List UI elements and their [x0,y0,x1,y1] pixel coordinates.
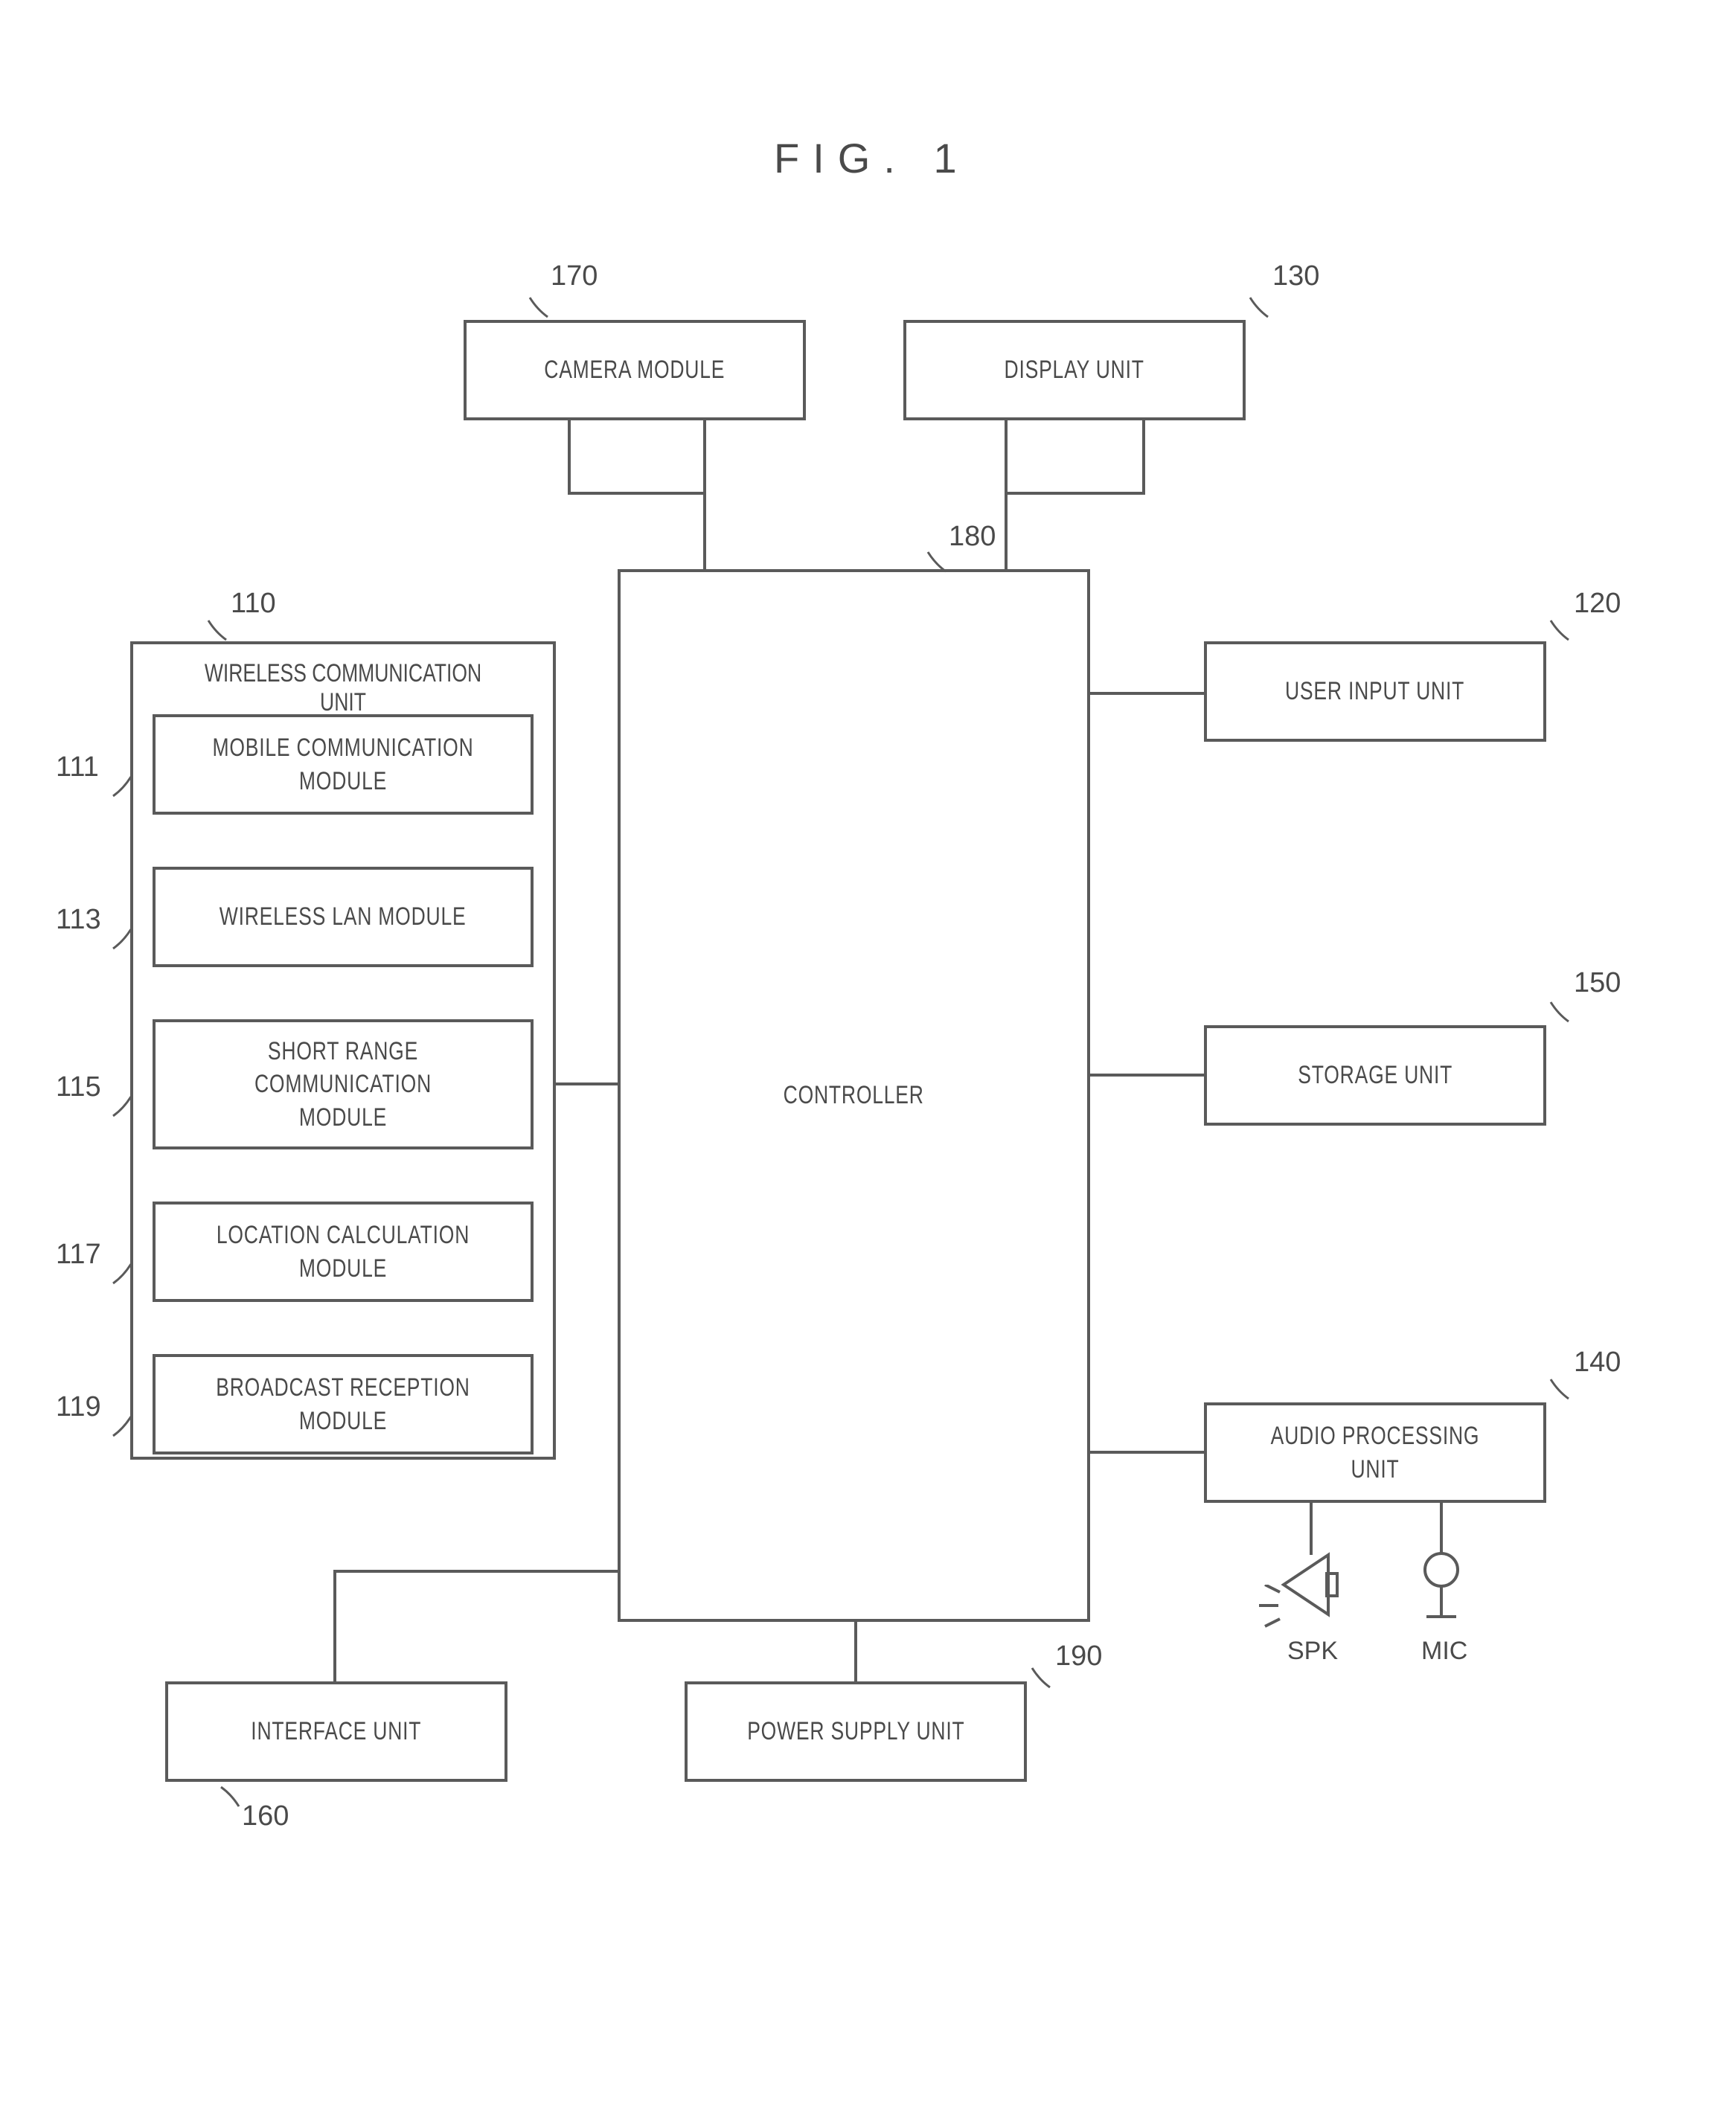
location-ref: 117 [56,1239,101,1271]
conn-audio-ctrl [1090,1451,1207,1454]
conn-camera-h [568,492,706,495]
wireless-ref: 110 [231,588,276,620]
conn-display-to-ctrl [1005,492,1008,572]
mobile-comm-ref-tick [110,775,132,798]
wlan-ref: 113 [56,904,101,936]
controller-ref-tick [926,551,949,573]
interface-ref-tick [218,1786,240,1808]
audio-ref-tick [1549,1378,1572,1400]
conn-audio-spk [1310,1503,1313,1555]
user-input-label: USER INPUT UNIT [1280,675,1471,708]
conn-ctrl-power [854,1622,857,1684]
conn-ctrl-interface-v [333,1570,336,1684]
mobile-comm-label: MOBILE COMMUNICATION MODULE [196,731,489,797]
conn-ctrl-interface-h [333,1570,621,1573]
wireless-ref-tick [207,619,229,641]
conn-audio-mic [1440,1503,1443,1555]
wlan-label: WIRELESS LAN MODULE [214,900,472,933]
display-unit-box: DISPLAY UNIT [903,320,1246,420]
interface-unit-label: INTERFACE UNIT [246,1715,428,1748]
camera-ref: 170 [551,260,598,292]
display-ref-tick [1249,296,1271,318]
mic-label: MIC [1421,1637,1467,1666]
short-range-box: SHORT RANGE COMMUNICATION MODULE [153,1019,534,1149]
wlan-ref-tick [110,928,132,950]
conn-display-down2 [1142,420,1145,495]
short-range-ref-tick [110,1095,132,1117]
user-input-ref-tick [1549,619,1572,641]
power-unit-label: POWER SUPPLY UNIT [741,1715,970,1748]
broadcast-label: BROADCAST RECEPTION MODULE [196,1371,489,1437]
display-ref: 130 [1272,260,1319,292]
short-range-label: SHORT RANGE COMMUNICATION MODULE [196,1035,489,1134]
wireless-unit-title: WIRELESS COMMUNICATION UNIT [179,659,507,717]
conn-camera-down1 [568,420,571,495]
storage-ref: 150 [1574,967,1621,999]
mobile-comm-box: MOBILE COMMUNICATION MODULE [153,714,534,815]
audio-unit-box: AUDIO PROCESSING UNIT [1204,1402,1546,1503]
storage-ref-tick [1549,1001,1572,1023]
short-range-ref: 115 [56,1071,101,1103]
spk-sound-icon [1250,1585,1295,1629]
controller-ref: 180 [949,521,996,553]
mic-icon [1415,1551,1467,1633]
audio-unit-label: AUDIO PROCESSING UNIT [1244,1420,1507,1485]
storage-unit-label: STORAGE UNIT [1292,1059,1458,1091]
conn-display-down1 [1005,420,1008,495]
conn-userinput-ctrl [1090,692,1207,695]
user-input-ref: 120 [1574,588,1621,620]
power-unit-box: POWER SUPPLY UNIT [685,1681,1027,1782]
conn-storage-ctrl [1090,1074,1207,1077]
diagram-canvas: FIG. 1 CAMERA MODULE 170 DISPLAY UNIT 13… [0,0,1736,2101]
camera-module-label: CAMERA MODULE [539,353,731,386]
spk-label: SPK [1287,1637,1338,1666]
interface-ref: 160 [242,1800,289,1832]
conn-camera-to-ctrl [703,492,706,572]
controller-box: CONTROLLER [618,569,1090,1622]
camera-ref-tick [528,296,551,318]
conn-wireless-ctrl [556,1082,621,1085]
location-ref-tick [110,1263,132,1285]
user-input-box: USER INPUT UNIT [1204,641,1546,742]
broadcast-ref: 119 [56,1391,101,1423]
audio-ref: 140 [1574,1347,1621,1379]
conn-camera-down2 [703,420,706,495]
power-ref: 190 [1055,1640,1102,1672]
location-box: LOCATION CALCULATION MODULE [153,1202,534,1302]
controller-label: CONTROLLER [778,1079,930,1112]
mobile-comm-ref: 111 [56,751,99,783]
wlan-box: WIRELESS LAN MODULE [153,867,534,967]
location-label: LOCATION CALCULATION MODULE [196,1219,489,1284]
display-unit-label: DISPLAY UNIT [999,353,1150,386]
power-ref-tick [1031,1667,1053,1689]
figure-title: FIG. 1 [774,134,970,182]
conn-display-h [1005,492,1145,495]
broadcast-box: BROADCAST RECEPTION MODULE [153,1354,534,1454]
interface-unit-box: INTERFACE UNIT [165,1681,507,1782]
broadcast-ref-tick [110,1415,132,1437]
storage-unit-box: STORAGE UNIT [1204,1025,1546,1126]
camera-module-box: CAMERA MODULE [464,320,806,420]
